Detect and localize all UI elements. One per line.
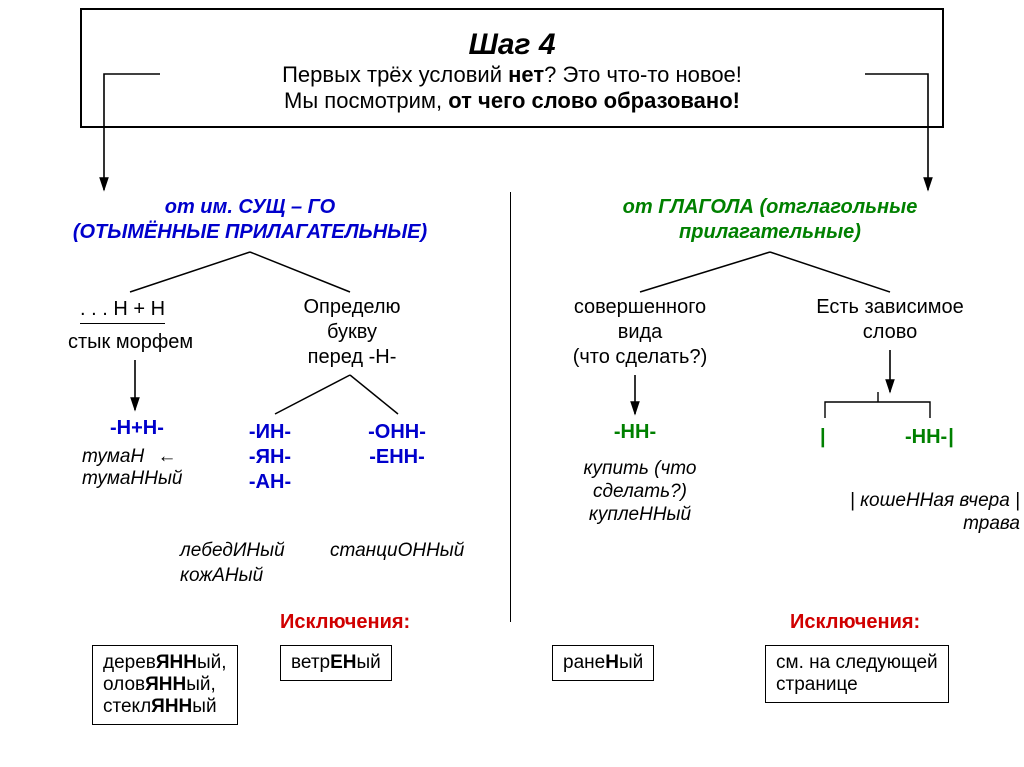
arrow-left-icon: ← [158,446,177,467]
ex-kozha: кожАНый [180,565,263,588]
n-plus-n-result: -Н+Н- [110,416,164,441]
suffix-enn: -ЕНН- [352,445,442,470]
suffix-onn: -ОНН- [352,420,442,445]
ex-stanc: станциОННый [330,540,464,563]
nn-green-2: -НН-| [905,425,954,450]
exception-box-next-page: см. на следующей странице [765,645,949,703]
exceptions-label-right: Исключения: [790,610,920,635]
subtitle-1: Первых трёх условий нет? Это что-то ново… [102,62,922,88]
subtitle-2: Мы посмотрим, от чего слово образовано! [102,88,922,114]
right-branch-header: от ГЛАГОЛА (отглагольные прилагательные) [560,195,980,245]
exception-box-vetr: ветрЕНый [280,645,392,681]
ex-lebed: лебедИНый [180,540,285,563]
sov-vid-block: совершенного вида (что сделать?) [540,295,740,370]
kupit-block: купить (что сделать?) куплеННый [545,458,735,526]
koshennaya: | кошеННая вчера | трава [785,490,1020,536]
exception-box-rane: ранеНый [552,645,654,681]
step-title: Шаг 4 [102,28,922,62]
exception-box-yann: деревЯННый, оловЯННый, стеклЯННый [92,645,238,725]
left-branch-header: от им. СУЩ – ГО (ОТЫМЁННЫЕ ПРИЛАГАТЕЛЬНЫ… [70,195,430,245]
tumannyy: тумаННый [82,468,183,491]
n-plus-n-label: . . . Н + Н [80,297,165,324]
pipe-left: | [820,425,826,450]
opred-block: Определю букву перед -Н- [272,295,432,370]
center-divider [510,192,511,622]
exceptions-label-left: Исключения: [280,610,410,635]
suffix-in: -ИН- [230,420,310,445]
title-box: Шаг 4 Первых трёх условий нет? Это что-т… [80,8,944,128]
styk-morphem: стык морфем [68,330,193,355]
zavisimoe-block: Есть зависимое слово [790,295,990,345]
tuman: тумаН ← [82,446,177,469]
suffix-an: -АН- [230,470,310,495]
nn-green-result: -НН- [600,420,670,445]
suffix-yan: -ЯН- [230,445,310,470]
